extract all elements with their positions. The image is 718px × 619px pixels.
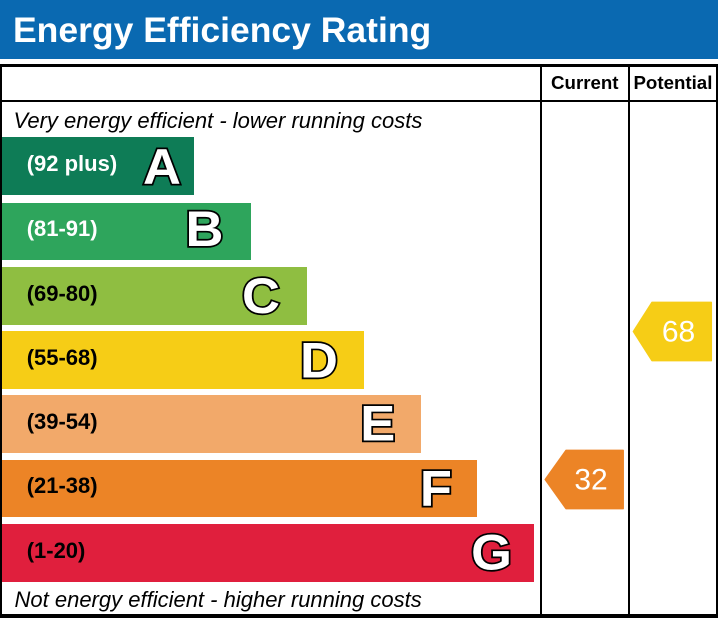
svg-text:F: F — [420, 461, 452, 517]
svg-text:32: 32 — [574, 464, 607, 497]
svg-text:C: C — [242, 268, 280, 324]
svg-text:68: 68 — [662, 316, 695, 349]
svg-text:E: E — [360, 396, 395, 452]
svg-text:B: B — [185, 201, 223, 257]
svg-text:G: G — [471, 525, 512, 581]
svg-text:A: A — [143, 139, 181, 195]
svg-text:D: D — [300, 333, 338, 389]
